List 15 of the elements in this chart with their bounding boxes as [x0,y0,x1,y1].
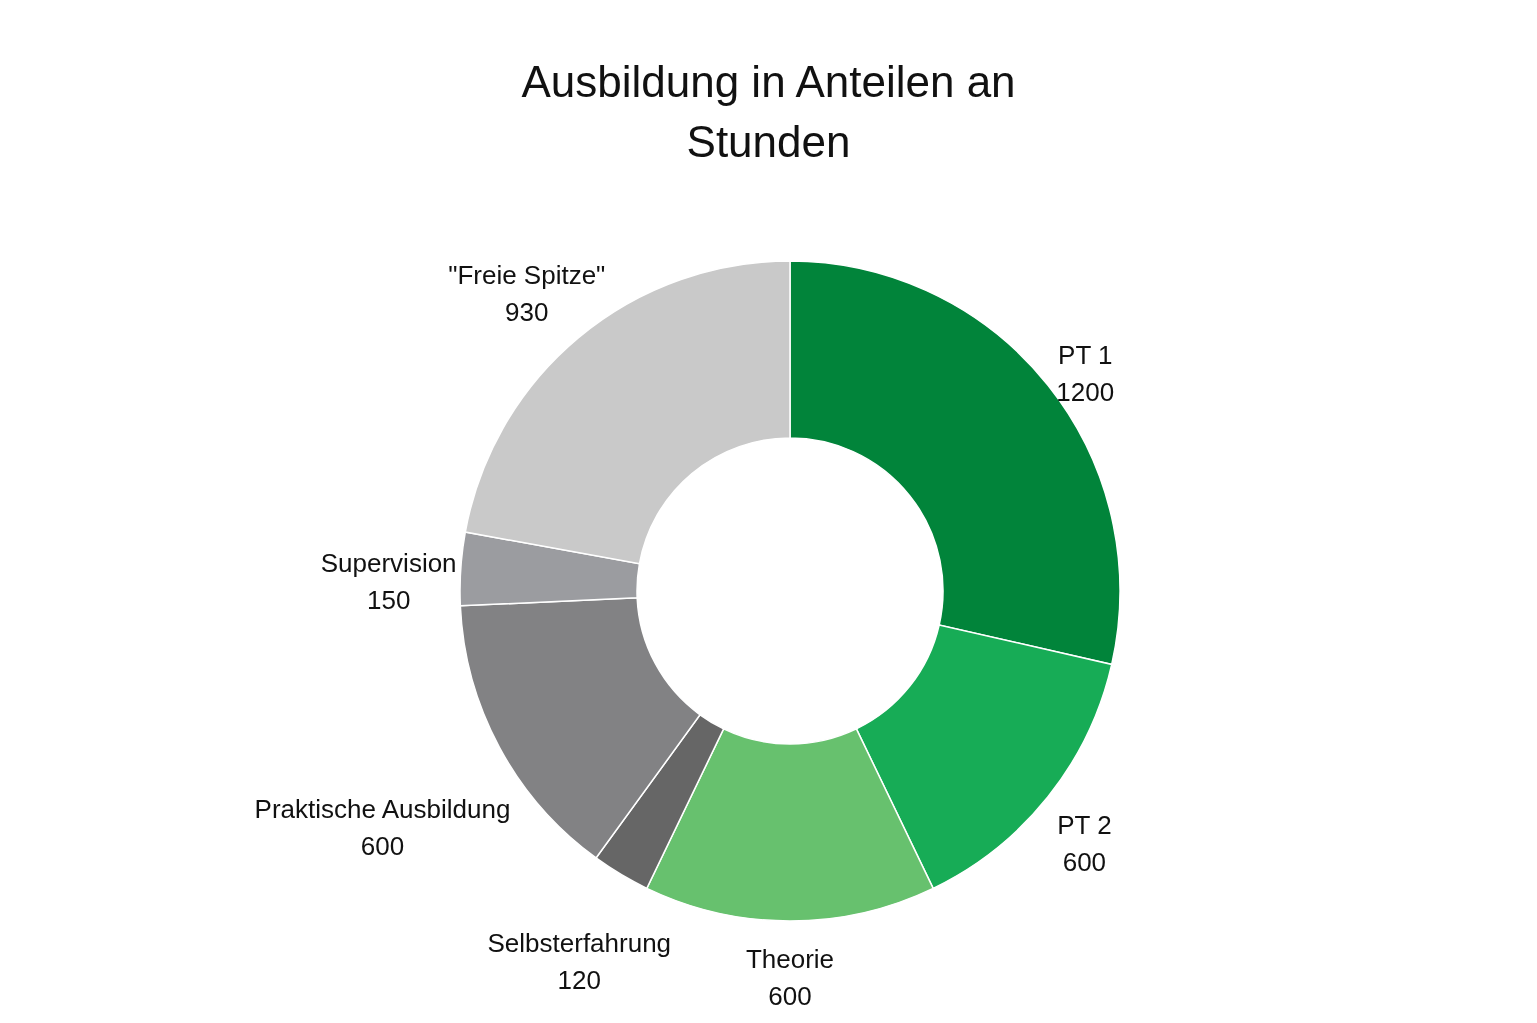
slice-label: Theorie [745,944,835,974]
chart-title: Ausbildung in Anteilen an Stunden [521,57,1016,166]
data-label: 600 [360,831,405,862]
data-label: 930 [505,296,549,327]
data-label: 600 [1062,846,1107,877]
slice-label: PT 1 [1058,339,1113,370]
slice-label: "Freie Spitze" [448,259,606,290]
slice-label: PT 2 [1057,809,1112,840]
data-label: 600 [768,981,812,1011]
data-label: 1200 [1056,376,1115,407]
slice-label: Selbsterfahrung [487,927,672,958]
data-label: 120 [557,964,601,995]
slice-label: Supervision [320,547,457,578]
data-label: 150 [366,584,411,615]
slice-label: Praktische Ausbildung [254,794,511,825]
